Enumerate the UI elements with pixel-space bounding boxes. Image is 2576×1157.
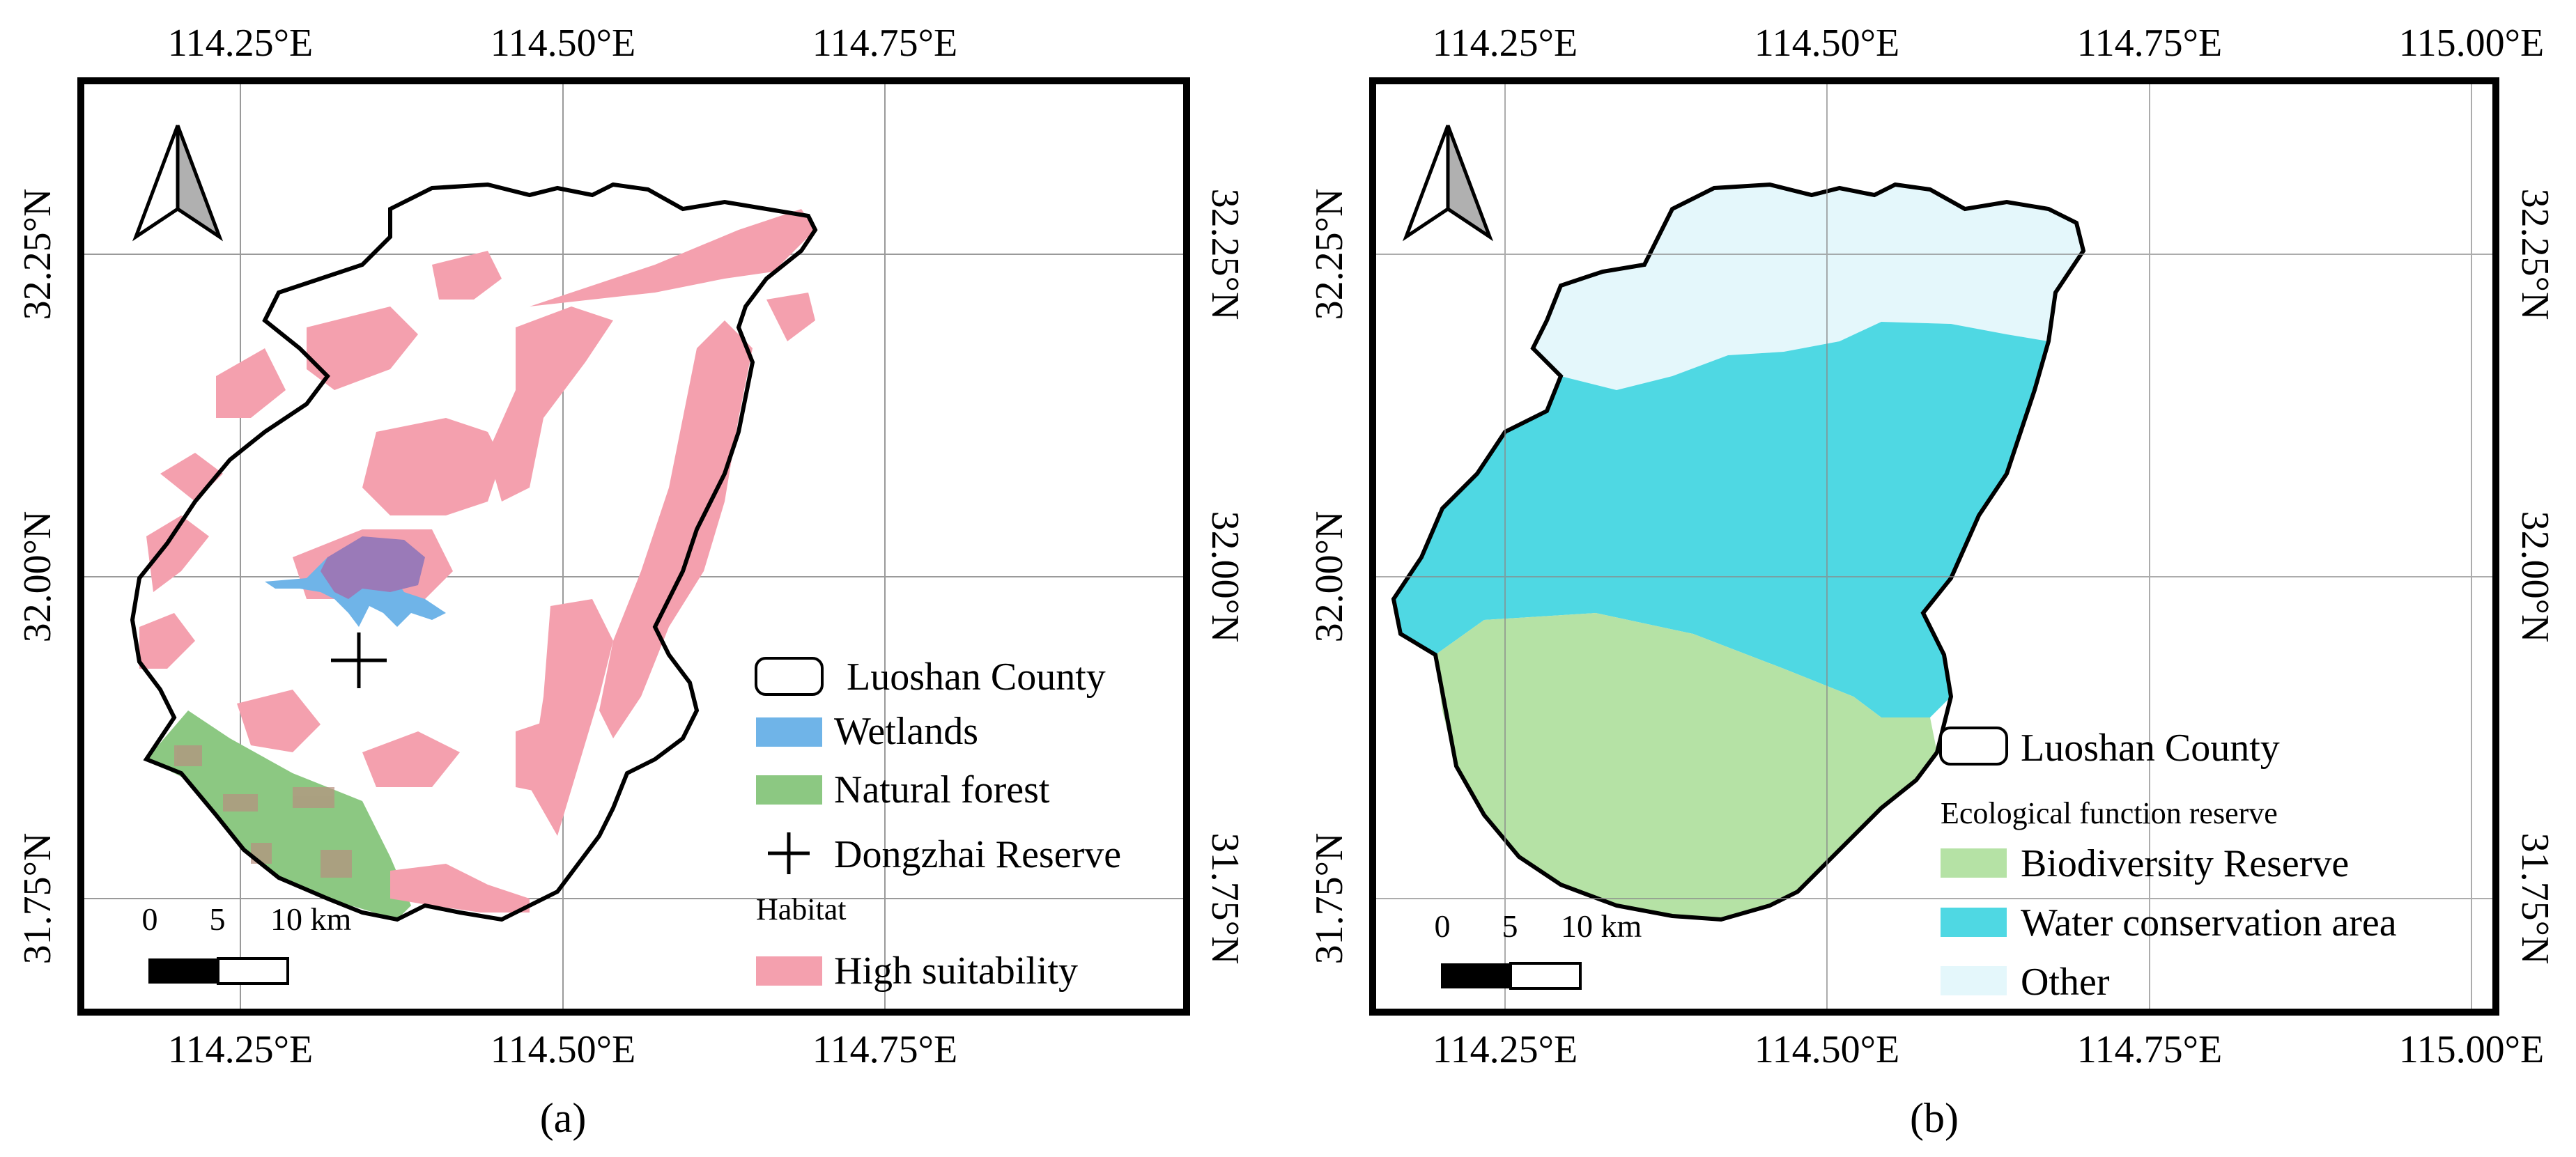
tick-top-b-2: 114.75°E [2077, 22, 2223, 65]
legend-a-habitat-title: Habitat [756, 892, 847, 926]
legend-a-county-label: Luoshan County [847, 655, 1106, 699]
legend-b-county-swatch [1939, 727, 2008, 766]
legend-b-county-label: Luoshan County [2021, 727, 2280, 770]
panel-a-frame [77, 77, 1190, 1016]
tick-bottom-b-1: 114.50°E [1754, 1028, 1900, 1071]
tick-right-b-2: 31.75°N [2513, 833, 2556, 965]
panel-b-scale-bar: 0 5 10 km [1435, 908, 1642, 990]
luoshan-county-boundary [130, 182, 818, 922]
tick-left-b-1: 32.00°N [1308, 511, 1351, 643]
panel-a-right-ticks: 32.25°N 32.00°N 31.75°N [1203, 189, 1247, 965]
panel-b-graticule [1373, 81, 2496, 1012]
tick-top-b-1: 114.50°E [1754, 22, 1900, 65]
panel-b-map [1369, 77, 2499, 1016]
tick-top-a-1: 114.50°E [491, 22, 636, 65]
water-conservation-zone [1394, 322, 2049, 717]
scale-a-zero: 0 [142, 901, 158, 937]
scale-b-zero: 0 [1435, 908, 1451, 944]
tick-top-a-2: 114.75°E [812, 22, 958, 65]
tick-left-b-0: 32.25°N [1308, 189, 1351, 320]
legend-b-water-label: Water conservation area [2021, 901, 2397, 945]
tick-top-b-0: 114.25°E [1433, 22, 1578, 65]
tick-top-b-3: 115.00°E [2399, 22, 2545, 65]
panel-a-graticule [81, 81, 1187, 1012]
tick-bottom-b-3: 115.00°E [2399, 1028, 2545, 1071]
panel-a-caption: (a) [540, 1095, 587, 1141]
legend-b-biodiversity-swatch [1941, 848, 2007, 878]
legend-b-water-swatch [1941, 908, 2007, 937]
legend-a-forest-label: Natural forest [834, 768, 1050, 812]
legend-a-wetlands-label: Wetlands [834, 710, 978, 753]
panel-a-bottom-ticks: 114.25°E 114.50°E 114.75°E [168, 1028, 958, 1071]
wetlands-reservoir [321, 536, 425, 599]
legend-a-wetlands-swatch [756, 717, 822, 747]
legend-a-county-swatch [755, 657, 824, 696]
luoshan-county-boundary-b [1391, 182, 2086, 922]
panel-a-legend: Luoshan County Wetlands Natural forest D… [755, 655, 1121, 993]
tick-right-b-1: 32.00°N [2513, 511, 2556, 643]
tick-right-a-2: 31.75°N [1203, 833, 1247, 965]
panel-b-legend: Luoshan County Ecological function reser… [1939, 727, 2397, 1004]
panel-b-caption: (b) [1910, 1095, 1959, 1141]
tick-right-a-0: 32.25°N [1203, 189, 1247, 320]
tick-bottom-a-0: 114.25°E [168, 1028, 314, 1071]
dongzhai-reserve-marker [331, 632, 387, 688]
legend-a-forest-swatch [756, 775, 822, 805]
legend-b-other-label: Other [2021, 961, 2110, 1004]
legend-a-habitat-label: High suitability [834, 949, 1078, 993]
scale-a-five: 5 [210, 901, 226, 937]
tick-right-b-0: 32.25°N [2513, 189, 2556, 320]
panel-a-map [77, 77, 1190, 1016]
legend-b-other-swatch [1941, 966, 2007, 995]
tick-bottom-b-0: 114.25°E [1433, 1028, 1578, 1071]
tick-bottom-a-1: 114.50°E [491, 1028, 636, 1071]
legend-a-reserve-swatch [768, 832, 810, 874]
legend-b-biodiversity-label: Biodiversity Reserve [2021, 842, 2349, 885]
north-arrow-icon [132, 125, 224, 242]
north-arrow-b-icon [1402, 125, 1494, 242]
legend-a-reserve-label: Dongzhai Reserve [834, 833, 1121, 876]
tick-bottom-b-2: 114.75°E [2077, 1028, 2223, 1071]
panel-a-scale-bar: 0 5 10 km [142, 901, 352, 985]
other-zone [1533, 185, 2083, 390]
panel-b-top-ticks: 114.25°E 114.50°E 114.75°E 115.00°E [1433, 22, 2545, 65]
panel-a-top-ticks: 114.25°E 114.50°E 114.75°E [168, 22, 958, 65]
tick-left-a-2: 31.75°N [16, 833, 59, 965]
high-suitability-habitat [139, 209, 815, 913]
scale-a-ten: 10 km [270, 901, 352, 937]
tick-left-a-0: 32.25°N [16, 189, 59, 320]
panel-b-frame [1369, 77, 2499, 1016]
panel-b-bottom-ticks: 114.25°E 114.50°E 114.75°E 115.00°E [1433, 1028, 2545, 1071]
panel-b-left-ticks: 32.25°N 32.00°N 31.75°N [1308, 189, 1351, 965]
panel-b-right-ticks: 32.25°N 32.00°N 31.75°N [2513, 189, 2556, 965]
scale-b-five: 5 [1502, 908, 1518, 944]
tick-bottom-a-2: 114.75°E [812, 1028, 958, 1071]
tick-left-a-1: 32.00°N [16, 511, 59, 643]
legend-a-habitat-swatch [756, 956, 822, 986]
biodiversity-zone [1435, 613, 1937, 919]
scale-b-ten: 10 km [1561, 908, 1642, 944]
tick-left-b-2: 31.75°N [1308, 833, 1351, 965]
tick-top-a-0: 114.25°E [168, 22, 314, 65]
tick-right-a-1: 32.00°N [1203, 511, 1247, 643]
legend-b-title: Ecological function reserve [1941, 796, 2278, 830]
panel-a-left-ticks: 32.25°N 32.00°N 31.75°N [16, 189, 59, 965]
